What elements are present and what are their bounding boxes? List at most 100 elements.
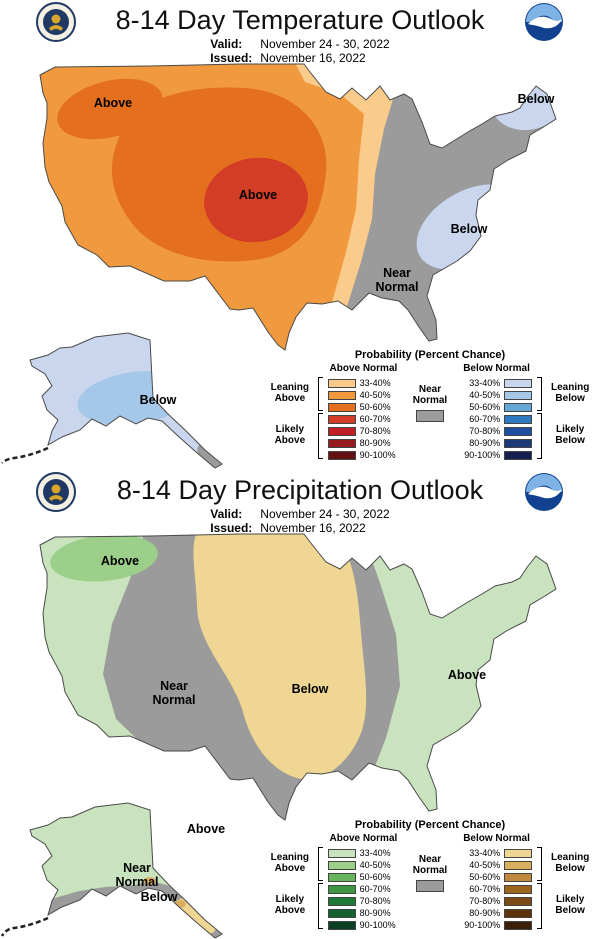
issued-label: Issued: xyxy=(210,520,253,535)
legend-range: 50-60% xyxy=(359,402,391,412)
legend-above-group-labels: Leaning Above Likely Above xyxy=(266,833,314,931)
legend-range: 80-90% xyxy=(359,908,391,918)
legend-swatch xyxy=(327,884,356,894)
legend-range: 80-90% xyxy=(469,438,501,448)
legend-range: 70-80% xyxy=(469,896,501,906)
alaska-below-33-40-panhandle xyxy=(176,898,216,934)
legend-swatch xyxy=(327,896,356,906)
legend-swatch xyxy=(504,450,533,460)
map-label-near-normal-alaska: Near Normal xyxy=(115,861,159,889)
bracket-icon xyxy=(317,883,323,929)
page-title: 8-14 Day Temperature Outlook xyxy=(115,5,485,35)
right-brackets xyxy=(536,833,543,931)
bracket-icon xyxy=(537,883,543,929)
region-above-60-70-core xyxy=(204,157,308,243)
commerce-seal-logo xyxy=(36,2,76,42)
valid-issued-block: Valid: November 24 - 30, 2022 Issued: Nove… xyxy=(0,37,600,66)
bracket-icon xyxy=(317,847,323,881)
legend-swatch xyxy=(504,848,533,858)
aleutian-islands xyxy=(1,446,49,464)
legend-range: 33-40% xyxy=(469,378,501,388)
bracket-icon xyxy=(317,377,323,411)
legend-range: 33-40% xyxy=(469,848,501,858)
valid-value: November 24 - 30, 2022 xyxy=(260,507,390,521)
bracket-icon xyxy=(537,377,543,411)
legend-title: Probability (Percent Chance) xyxy=(354,819,506,831)
legend-range: 80-90% xyxy=(469,908,501,918)
legend-range: 80-90% xyxy=(359,438,391,448)
precipitation-map xyxy=(0,533,557,939)
temperature-header: 8-14 Day Temperature Outlook xyxy=(0,0,600,42)
legend-range: 70-80% xyxy=(469,426,501,436)
legend-swatch xyxy=(504,920,533,930)
bracket-icon xyxy=(537,847,543,881)
map-label-above-nw: Above xyxy=(93,96,133,110)
legend-swatch xyxy=(504,896,533,906)
legend-range: 40-50% xyxy=(359,390,391,400)
legend-range: 33-40% xyxy=(359,378,391,388)
near-normal-swatch xyxy=(415,409,444,422)
legend-swatch xyxy=(327,390,356,400)
noaa-logo xyxy=(524,472,564,512)
issued-value: November 16, 2022 xyxy=(260,520,366,535)
commerce-seal-logo xyxy=(36,472,76,512)
left-brackets xyxy=(317,833,324,931)
region-above-40-50-northwest xyxy=(50,534,158,582)
likely-above-label: Likely Above xyxy=(274,894,306,916)
valid-value: November 24 - 30, 2022 xyxy=(260,37,390,51)
left-brackets xyxy=(317,363,324,461)
noaa-logo xyxy=(524,2,564,42)
below-normal-header: Below Normal xyxy=(463,833,530,844)
legend-swatch xyxy=(504,908,533,918)
legend-range: 60-70% xyxy=(469,414,501,424)
below-normal-header: Below Normal xyxy=(463,363,530,374)
above-normal-column: Above Normal 33-40% 40-50% 50-60% 60-70%… xyxy=(327,363,400,461)
near-normal-key: Near Normal xyxy=(403,833,457,931)
legend-swatch xyxy=(504,872,533,882)
legend-swatch xyxy=(327,402,356,412)
legend-swatch xyxy=(504,860,533,870)
legend-range: 60-70% xyxy=(359,884,391,894)
map-label-above-nw: Above xyxy=(100,554,140,568)
temperature-outlook-section: 8-14 Day Temperature Outlook Valid: Novem… xyxy=(0,0,600,469)
legend-swatch xyxy=(504,378,533,388)
map-label-below-ne: Below xyxy=(517,92,555,106)
map-label-above-center: Above xyxy=(238,188,278,202)
legend-swatch xyxy=(327,860,356,870)
legend-swatch xyxy=(327,872,356,882)
legend-swatch xyxy=(327,450,356,460)
legend-swatch xyxy=(327,438,356,448)
legend-below-group-labels: Leaning Below Likely Below xyxy=(546,833,594,931)
legend-range: 40-50% xyxy=(469,390,501,400)
page-title: 8-14 Day Precipitation Outlook xyxy=(116,475,484,505)
legend-range: 40-50% xyxy=(359,860,391,870)
legend-range: 60-70% xyxy=(359,414,391,424)
temperature-legend: Probability (Percent Chance) Leaning Abo… xyxy=(266,349,594,461)
legend-swatch xyxy=(327,378,356,388)
bracket-icon xyxy=(537,413,543,459)
legend-range: 70-80% xyxy=(359,426,391,436)
legend-range: 50-60% xyxy=(469,402,501,412)
valid-label: Valid: xyxy=(210,507,243,521)
near-normal-label: Near Normal xyxy=(412,854,448,876)
alaska-below-40-50-spot xyxy=(144,877,156,885)
legend-swatch xyxy=(504,414,533,424)
right-brackets xyxy=(536,363,543,461)
legend-range: 50-60% xyxy=(469,872,501,882)
legend-range: 90-100% xyxy=(359,450,396,460)
precipitation-header: 8-14 Day Precipitation Outlook xyxy=(0,470,600,512)
region-below-33-40-center xyxy=(193,534,367,780)
above-normal-header: Above Normal xyxy=(329,363,398,374)
above-normal-column: Above Normal 33-40% 40-50% 50-60% 60-70%… xyxy=(327,833,400,931)
map-label-near-normal: Near Normal xyxy=(375,266,419,294)
leaning-below-label: Leaning Below xyxy=(550,852,590,874)
map-label-below-center: Below xyxy=(291,682,329,696)
legend-title: Probability (Percent Chance) xyxy=(354,349,506,361)
legend-swatch xyxy=(504,884,533,894)
valid-label: Valid: xyxy=(210,37,243,51)
legend-range: 50-60% xyxy=(359,872,391,882)
region-above-50-60-northwest xyxy=(57,78,163,140)
legend-range: 40-50% xyxy=(469,860,501,870)
valid-issued-block: Valid: November 24 - 30, 2022 Issued: Nove… xyxy=(0,507,600,536)
likely-below-label: Likely Below xyxy=(555,424,585,446)
